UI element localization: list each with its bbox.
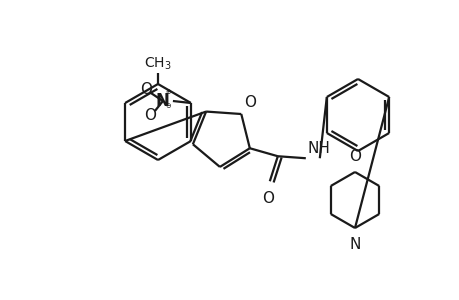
Text: N: N [348,237,360,252]
Text: O: O [348,149,360,164]
Text: O: O [140,82,151,97]
Text: O: O [244,95,256,110]
Text: $^{\oplus}$: $^{\oplus}$ [165,89,172,99]
Text: O: O [144,107,156,122]
Text: O: O [261,191,273,206]
Text: CH$_3$: CH$_3$ [144,56,172,72]
Text: $^{\ominus}$: $^{\ominus}$ [165,103,172,113]
Text: NH: NH [307,141,330,156]
Text: N: N [156,92,169,110]
